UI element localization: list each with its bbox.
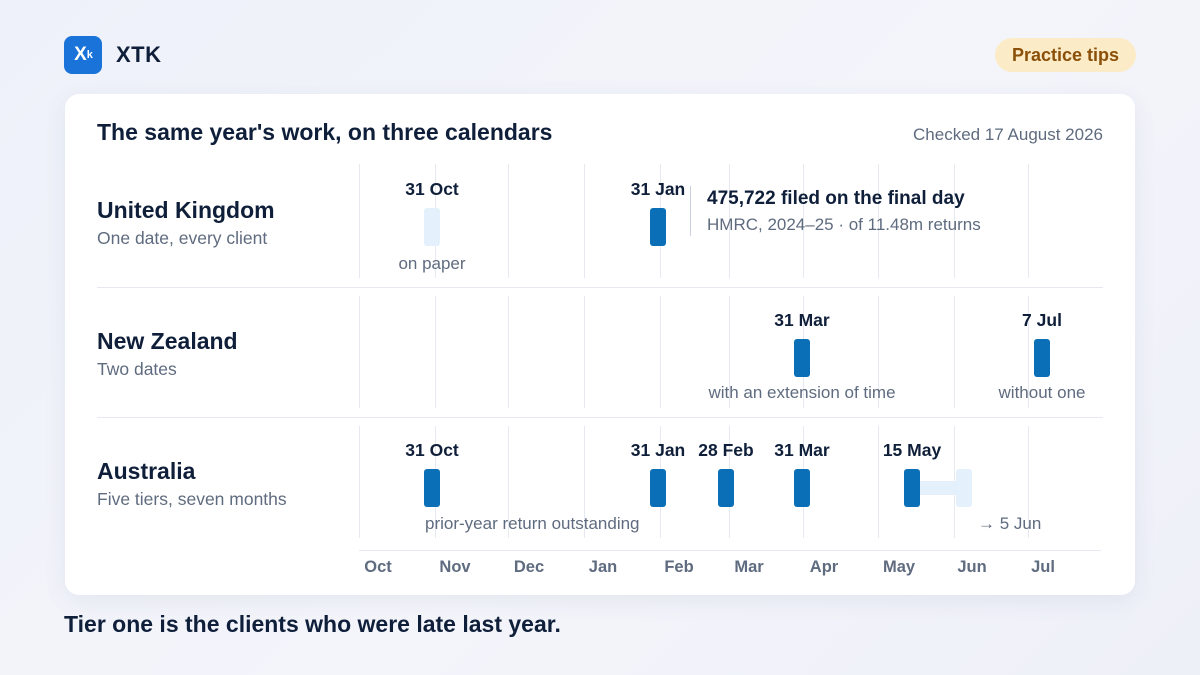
uk-callout-divider [690, 186, 691, 236]
month-label: Jun [957, 558, 987, 576]
au-date-label-5: 15 May [882, 440, 942, 460]
au-extension-connector [920, 481, 964, 495]
au-extension-bar [956, 469, 972, 507]
card-title: The same year's work, on three calendars [97, 119, 553, 145]
country-new-zealand: New Zealand [97, 328, 238, 354]
au-deadline-bar-4 [794, 469, 810, 507]
month-label: Oct [364, 558, 392, 576]
month-label: Apr [809, 558, 839, 576]
uk-callout-subtitle: HMRC, 2024–25 · of 11.48m returns [707, 215, 981, 234]
calendar-card: The same year's work, on three calendars… [65, 94, 1135, 595]
nz-date-label-1: 31 Mar [774, 310, 830, 330]
month-label: Jan [588, 558, 618, 576]
au-deadline-bar-3 [718, 469, 734, 507]
country-subtitle-uk: One date, every client [97, 228, 268, 248]
month-label: Nov [439, 558, 471, 576]
country-united-kingdom: United Kingdom [97, 197, 275, 223]
month-label: Dec [513, 558, 545, 576]
au-extension-note: → 5 Jun [978, 514, 1042, 533]
au-date-label-2: 31 Jan [630, 440, 686, 460]
footer-tip: Tier one is the clients who were late la… [64, 611, 561, 637]
au-date-label-3: 28 Feb [698, 440, 754, 460]
au-deadline-bar-5 [904, 469, 920, 507]
uk-callout-title: 475,722 filed on the final day [707, 188, 965, 209]
month-label: May [882, 558, 916, 576]
uk-paper-deadline-bar [424, 208, 440, 246]
country-subtitle-au: Five tiers, seven months [97, 489, 287, 509]
nz-deadline-bar-2 [1034, 339, 1050, 377]
brand-name: XTK [116, 42, 162, 67]
au-deadline-bar-2 [650, 469, 666, 507]
au-prior-year-note: prior-year return outstanding [425, 514, 640, 533]
nz-date-label-2: 7 Jul [1022, 310, 1062, 330]
country-subtitle-nz: Two dates [97, 359, 177, 379]
month-label: Jul [1031, 558, 1055, 576]
month-label: Mar [734, 558, 764, 576]
au-deadline-bar-1 [424, 469, 440, 507]
country-australia: Australia [97, 458, 196, 484]
nz-note-2: without one [998, 383, 1086, 402]
nz-note-1: with an extension of time [708, 383, 896, 402]
au-date-label-4: 31 Mar [774, 440, 830, 460]
practice-tips-badge: Practice tips [994, 38, 1136, 72]
uk-online-date-label: 31 Jan [630, 179, 686, 199]
nz-deadline-bar-1 [794, 339, 810, 377]
uk-online-deadline-bar [650, 208, 666, 246]
checked-date: Checked 17 August 2026 [913, 125, 1103, 144]
month-label: Feb [664, 558, 694, 576]
uk-paper-date-label: 31 Oct [405, 179, 459, 199]
uk-paper-note: on paper [398, 254, 466, 273]
au-date-label-1: 31 Oct [405, 440, 459, 460]
